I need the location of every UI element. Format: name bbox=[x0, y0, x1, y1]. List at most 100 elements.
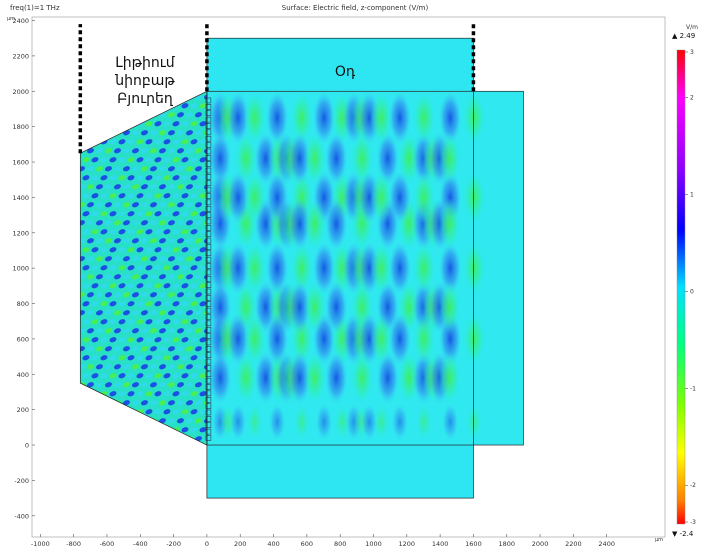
crystal-field-dot bbox=[140, 346, 148, 352]
field-min-blob bbox=[463, 242, 486, 295]
crystal-field-dot bbox=[91, 229, 99, 235]
y-tick-label: 0 bbox=[25, 442, 29, 450]
boundary-cell bbox=[205, 231, 212, 237]
crystal-field-dot bbox=[167, 310, 175, 316]
crystal-field-dot bbox=[136, 355, 144, 361]
crystal-field-dot bbox=[181, 157, 189, 163]
freq-label: freq(1)=1 THz bbox=[10, 4, 60, 12]
crystal-field-dot bbox=[167, 184, 175, 190]
crystal-field-dot bbox=[167, 364, 175, 370]
crystal-field-dot bbox=[82, 247, 90, 253]
crystal-field-dot bbox=[185, 418, 193, 424]
crystal-field-dot bbox=[80, 364, 85, 370]
x-tick-label: 800 bbox=[334, 540, 346, 548]
crystal-field-dot bbox=[95, 202, 103, 208]
crystal-field-dot bbox=[154, 175, 162, 181]
crystal-field-dot bbox=[95, 310, 103, 316]
crystal-field-dot bbox=[118, 247, 126, 253]
crystal-field-dot bbox=[95, 184, 103, 190]
crystal-field-dot bbox=[181, 247, 189, 253]
crystal-field-dot bbox=[100, 373, 108, 379]
crystal-field-dot bbox=[176, 346, 184, 352]
crystal-field-dot bbox=[149, 130, 157, 136]
crystal-field-dot bbox=[113, 184, 121, 190]
crystal-field-dot bbox=[185, 274, 193, 280]
crystal-field-dot bbox=[154, 373, 162, 379]
crystal-field-dot bbox=[199, 337, 207, 343]
field-min-blob bbox=[351, 351, 374, 404]
crystal-field-dot bbox=[82, 373, 90, 379]
boundary-cell bbox=[205, 314, 212, 320]
crystal-field-dot bbox=[181, 121, 189, 127]
crystal-field-dot bbox=[131, 166, 139, 172]
crystal-field-dot bbox=[136, 319, 144, 325]
crystal-field-dot bbox=[127, 337, 135, 343]
field-min-blob bbox=[373, 404, 390, 441]
crystal-field-dot bbox=[145, 283, 153, 289]
crystal-field-dot bbox=[176, 148, 184, 154]
crystal-field-dot bbox=[127, 175, 135, 181]
x-axis: -1000 -800 -600 -400 -200 0 200 400 600 800 1000 12… bbox=[31, 534, 615, 548]
boundary-cell bbox=[205, 237, 212, 244]
crystal-field-dot bbox=[172, 157, 180, 163]
crystal-field-dot bbox=[154, 193, 162, 199]
crystal-field-dot bbox=[131, 148, 139, 154]
crystal-field-dot bbox=[80, 166, 85, 172]
crystal-field-dot bbox=[181, 175, 189, 181]
colorbar-unit: V/m bbox=[686, 24, 698, 31]
crystal-field-dot bbox=[80, 202, 85, 208]
y-tick-label: 2200 bbox=[12, 52, 29, 60]
crystal-field-dot bbox=[80, 346, 85, 352]
y-tick-label: 600 bbox=[17, 335, 29, 343]
crystal-field-dot bbox=[131, 220, 139, 226]
field-min-blob bbox=[243, 91, 266, 144]
crystal-field-dot bbox=[190, 391, 198, 397]
field-max-blob bbox=[288, 197, 311, 250]
crystal-field-dot bbox=[100, 355, 108, 361]
crystal-field-dot bbox=[104, 292, 112, 298]
crystal-field-dot bbox=[190, 211, 198, 217]
crystal-field-dot bbox=[154, 265, 162, 271]
crystal-field-dot bbox=[199, 391, 207, 397]
wave-pattern bbox=[209, 91, 486, 441]
crystal-field-dot bbox=[127, 391, 135, 397]
boundary-cell bbox=[205, 180, 212, 187]
colorbar-min-label: ▼ -2.4 bbox=[672, 530, 694, 538]
crystal-field-dot bbox=[176, 220, 184, 226]
crystal-field-dot bbox=[109, 193, 117, 199]
boundary-cell bbox=[205, 110, 212, 116]
field-layer bbox=[80, 38, 524, 499]
crystal-field-dot bbox=[190, 157, 198, 163]
crystal-field-dot bbox=[82, 265, 90, 271]
field-max-blob bbox=[391, 404, 408, 441]
boundary-cell bbox=[205, 428, 212, 435]
crystal-field-dot bbox=[199, 373, 207, 379]
crystal-field-dot bbox=[154, 211, 162, 217]
crystal-field-dot bbox=[149, 184, 157, 190]
crystal-field-dot bbox=[176, 238, 184, 244]
crystal-field-dot bbox=[145, 373, 153, 379]
y-tick-label: 400 bbox=[17, 371, 29, 379]
field-min-blob bbox=[438, 132, 461, 185]
boundary-cell bbox=[205, 288, 212, 295]
boundary-cell bbox=[205, 282, 212, 288]
crystal-field-dot bbox=[104, 382, 112, 388]
field-min-blob bbox=[415, 404, 432, 441]
crystal-field-dot bbox=[118, 355, 126, 361]
field-min-blob bbox=[334, 404, 351, 441]
crystal-field-dot bbox=[190, 103, 198, 109]
y-tick-label: 800 bbox=[17, 300, 29, 308]
crystal-field-dot bbox=[185, 292, 193, 298]
crystal-field-dot bbox=[190, 373, 198, 379]
crystal-field-dot bbox=[199, 229, 207, 235]
crystal-field-dot bbox=[190, 247, 198, 253]
crystal-field-dot bbox=[118, 157, 126, 163]
crystal-field-dot bbox=[122, 202, 130, 208]
field-max-blob bbox=[230, 404, 247, 441]
crystal-field-dot bbox=[104, 364, 112, 370]
field-min-blob bbox=[412, 91, 435, 144]
crystal-field-dot bbox=[181, 103, 189, 109]
crystal-field-dot bbox=[80, 310, 85, 316]
crystal-field-dot bbox=[131, 238, 139, 244]
